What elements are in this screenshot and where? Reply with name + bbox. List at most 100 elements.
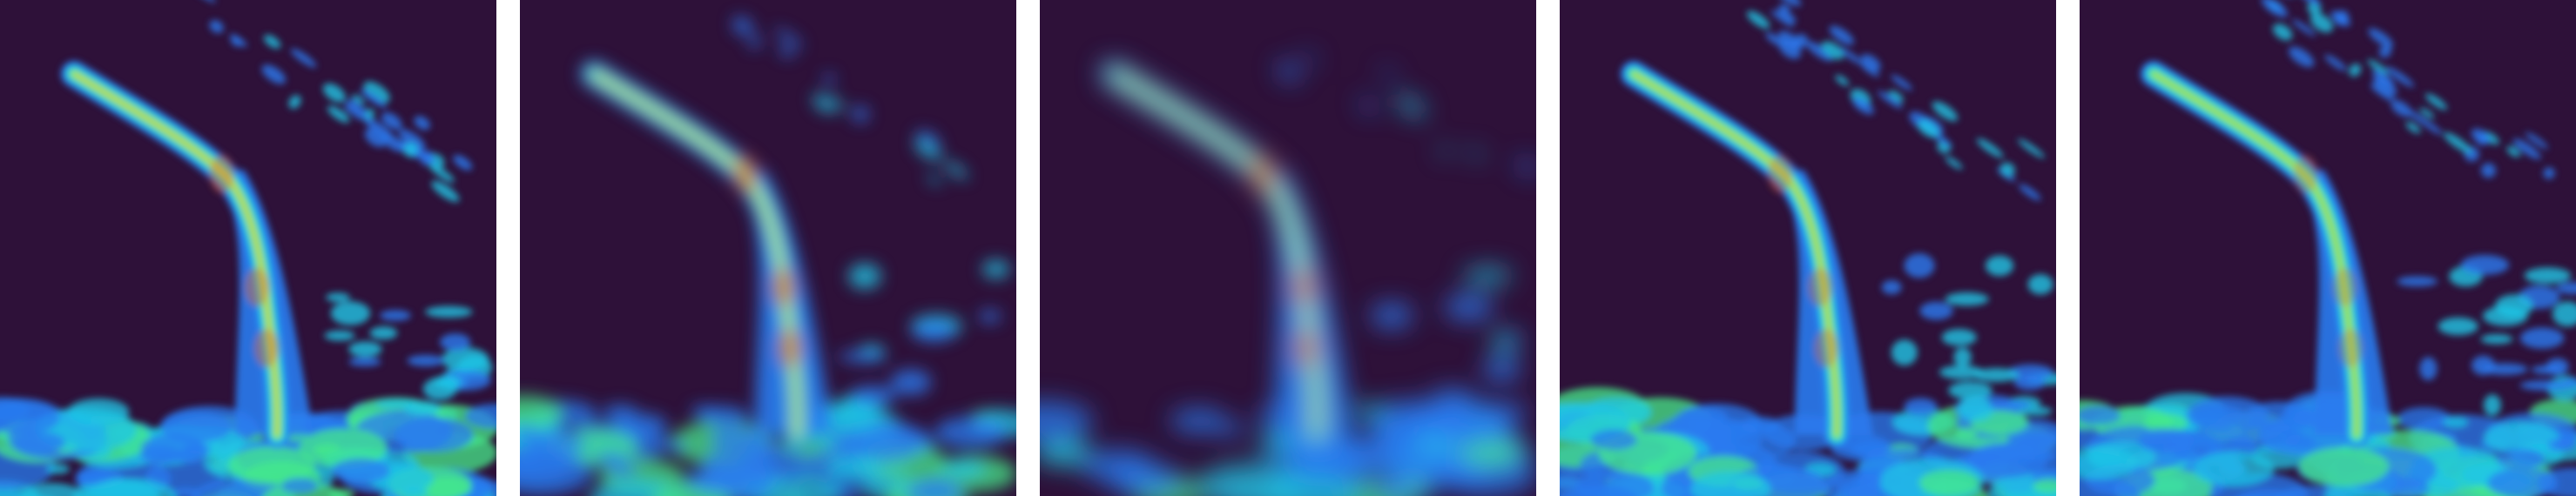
clutter xyxy=(1671,403,1763,444)
cloud xyxy=(1888,90,1904,103)
cloud xyxy=(2480,334,2513,345)
cloud xyxy=(2330,10,2350,27)
cloud xyxy=(1941,329,1977,346)
cloud xyxy=(261,64,287,84)
hot-spot xyxy=(1293,329,1318,367)
cloud xyxy=(1444,294,1494,320)
cloud xyxy=(2013,374,2046,391)
cloud xyxy=(1431,388,1474,403)
clutter xyxy=(1354,403,1388,419)
cloud xyxy=(290,48,317,68)
cloud xyxy=(2261,0,2288,17)
clutter xyxy=(160,411,233,443)
cloud xyxy=(326,292,350,302)
heatmap xyxy=(2080,0,2576,496)
cloud xyxy=(2017,138,2046,158)
clutter xyxy=(83,478,178,496)
hot-spot xyxy=(771,268,796,306)
panel xyxy=(1560,0,2056,496)
cloud xyxy=(1860,54,1881,71)
hot-spot xyxy=(1291,268,1317,306)
cloud xyxy=(2477,133,2489,145)
clutter xyxy=(67,398,130,426)
cloud xyxy=(1746,10,1770,29)
cloud xyxy=(2480,163,2496,178)
cloud xyxy=(398,129,426,151)
cloud xyxy=(890,369,932,395)
cloud xyxy=(363,117,393,139)
cloud xyxy=(2419,357,2438,381)
cloud xyxy=(853,106,868,122)
panel xyxy=(520,0,1016,496)
clutter xyxy=(1560,485,1636,496)
cloud xyxy=(2546,358,2569,376)
cloud xyxy=(407,354,445,367)
cloud xyxy=(421,151,434,165)
clutter xyxy=(1040,440,1094,467)
cloud xyxy=(327,105,350,124)
cloud xyxy=(1973,368,2020,382)
cloud xyxy=(403,142,418,158)
cloud xyxy=(369,326,398,340)
cloud xyxy=(2367,59,2389,75)
cloud xyxy=(2424,93,2448,111)
clutter xyxy=(2547,438,2576,452)
clutter xyxy=(826,455,883,480)
cloud xyxy=(2378,44,2392,58)
cloud xyxy=(1878,90,1903,109)
cloud xyxy=(2349,64,2362,77)
cloud xyxy=(1778,30,1801,49)
cloud xyxy=(2019,184,2041,201)
cloud xyxy=(1999,162,2015,177)
clutter xyxy=(2192,405,2246,429)
heatmap xyxy=(1560,0,2056,496)
cloud xyxy=(288,95,301,109)
clutter xyxy=(2298,446,2390,487)
cloud xyxy=(263,34,281,49)
plume-layer xyxy=(1112,72,1318,437)
cloud xyxy=(813,94,835,113)
clutter xyxy=(2193,451,2275,487)
hot-spot xyxy=(254,329,280,367)
cloud xyxy=(414,116,430,131)
cloud xyxy=(1917,119,1940,138)
hot-spot xyxy=(2332,268,2357,306)
cloud xyxy=(2296,0,2321,6)
cloud xyxy=(1439,145,1450,156)
cloud xyxy=(403,400,442,416)
hot-spot xyxy=(733,155,759,193)
cloud xyxy=(2519,327,2565,349)
cloud xyxy=(838,351,887,363)
cloud xyxy=(1988,399,2032,410)
cloud xyxy=(1380,68,1397,80)
cloud xyxy=(363,81,390,103)
cloud xyxy=(914,139,942,161)
clutter xyxy=(737,449,813,483)
cloud xyxy=(348,357,381,367)
hot-spot xyxy=(1251,155,1276,193)
cloud xyxy=(2324,54,2347,71)
cloud xyxy=(2272,23,2293,41)
cloud xyxy=(823,74,835,85)
cloud xyxy=(1483,404,1531,417)
cloud xyxy=(1806,41,1833,62)
cloud xyxy=(2391,100,2411,117)
cloud xyxy=(442,347,489,372)
cloud xyxy=(1503,333,1523,344)
cloud xyxy=(440,333,471,352)
clutter xyxy=(1416,437,1456,455)
clutter xyxy=(934,416,1008,449)
cloud xyxy=(2406,109,2427,124)
cloud xyxy=(1985,255,2014,277)
cloud xyxy=(2524,267,2572,284)
clutter xyxy=(1847,486,1879,496)
cloud xyxy=(2512,138,2541,159)
cloud xyxy=(1300,51,1318,64)
clutter xyxy=(175,449,209,464)
cloud xyxy=(348,341,382,358)
panel xyxy=(1040,0,1536,496)
cloud xyxy=(749,36,761,49)
cloud xyxy=(927,174,941,185)
cloud xyxy=(1891,75,1912,90)
clutter xyxy=(1170,408,1226,433)
